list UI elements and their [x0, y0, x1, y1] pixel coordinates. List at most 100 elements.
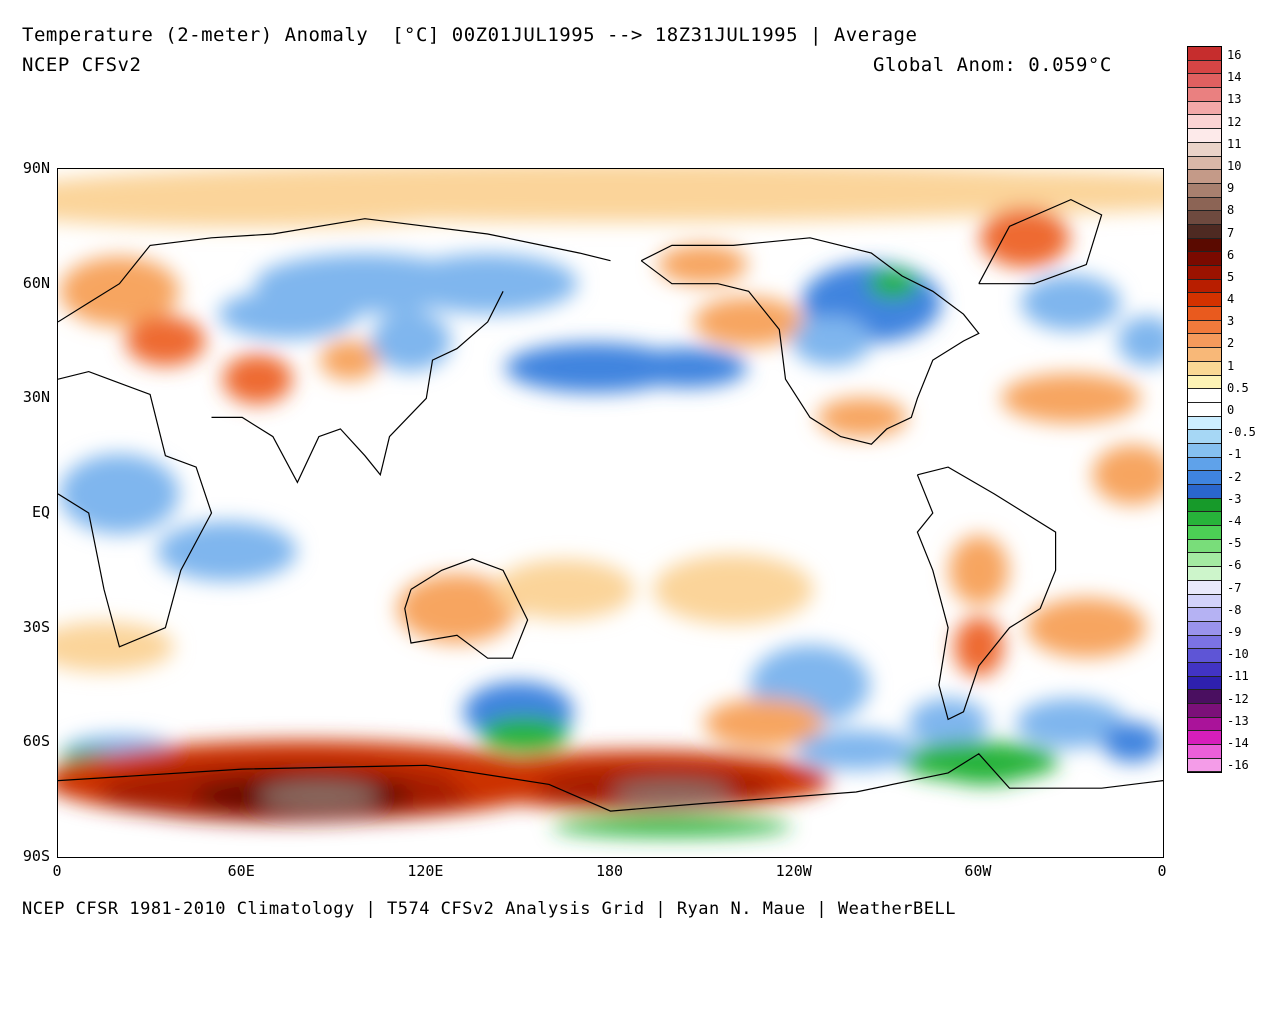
credits-footer: NCEP CFSR 1981-2010 Climatology | T574 C… — [22, 899, 956, 919]
anomaly-region — [494, 559, 635, 620]
lon-tick-label: 180 — [596, 862, 624, 880]
anomaly-region — [796, 729, 917, 770]
color-scale-label: 8 — [1227, 203, 1235, 218]
color-scale-label: 0 — [1227, 403, 1235, 418]
color-bin — [1188, 348, 1221, 362]
lat-tick-label: 90N — [22, 159, 50, 177]
color-bin — [1188, 129, 1221, 143]
anomaly-region — [1026, 597, 1147, 658]
color-bin — [1188, 704, 1221, 718]
color-scale-label: 1 — [1227, 358, 1235, 373]
color-scale-label: 14 — [1227, 70, 1242, 85]
anomaly-region — [551, 816, 792, 837]
color-bin — [1188, 512, 1221, 527]
color-scale-label: 11 — [1227, 136, 1242, 151]
color-bin — [1188, 224, 1221, 239]
anomaly-region — [817, 397, 908, 438]
lat-tick-label: 60N — [22, 273, 50, 292]
coastline — [916, 466, 1057, 721]
anomaly-region — [948, 535, 1009, 606]
color-bin — [1188, 252, 1221, 266]
color-scale-label: 5 — [1227, 269, 1235, 284]
anomaly-region — [222, 354, 293, 405]
color-scale-label: -9 — [1227, 624, 1242, 639]
color-bin — [1188, 197, 1221, 212]
lon-tick-label: 120E — [407, 862, 444, 880]
color-bin — [1188, 594, 1221, 609]
lon-tick-label: 60W — [964, 862, 992, 880]
color-bin — [1188, 60, 1221, 75]
color-bin — [1188, 334, 1221, 349]
color-scale-bar — [1187, 46, 1222, 774]
color-bin — [1188, 47, 1221, 61]
lat-tick-label: 30N — [22, 388, 50, 407]
lat-tick-label: 90S — [22, 847, 50, 865]
color-bin — [1188, 361, 1221, 376]
color-bin — [1188, 731, 1221, 746]
anomaly-region — [653, 554, 814, 625]
color-scale-label: -14 — [1227, 735, 1249, 750]
anomaly-region — [59, 453, 180, 534]
color-bin — [1188, 662, 1221, 677]
anomaly-region — [944, 760, 1025, 785]
color-scale-label: -10 — [1227, 647, 1249, 662]
color-scale-label: -16 — [1227, 758, 1249, 773]
color-bin — [1188, 389, 1221, 403]
anomaly-region — [58, 621, 175, 672]
color-bin — [1188, 567, 1221, 581]
coastline — [211, 291, 504, 484]
color-bin — [1188, 690, 1221, 704]
color-bin — [1188, 170, 1221, 184]
color-bin — [1188, 211, 1221, 225]
color-bin — [1188, 375, 1221, 390]
anomaly-region — [979, 207, 1070, 268]
color-bin — [1188, 580, 1221, 595]
lat-tick-label: 60S — [22, 732, 50, 751]
coastline — [58, 370, 213, 648]
color-scale-label: 9 — [1227, 181, 1235, 196]
color-bin — [1188, 402, 1221, 417]
color-bin — [1188, 115, 1221, 130]
color-scale-label: 6 — [1227, 247, 1235, 262]
color-bin — [1188, 320, 1221, 335]
color-bin — [1188, 621, 1221, 636]
color-scale-label: -1 — [1227, 447, 1242, 462]
color-bin — [1188, 717, 1221, 732]
anomaly-region — [703, 698, 824, 749]
anomaly-region — [657, 244, 748, 285]
coastline — [978, 198, 1103, 285]
anomaly-region — [1020, 274, 1121, 331]
model-name: NCEP CFSv2 — [22, 54, 142, 76]
color-scale-label: 0.5 — [1227, 380, 1249, 395]
color-bin — [1188, 635, 1221, 650]
color-bin — [1188, 553, 1221, 568]
color-bin — [1188, 88, 1221, 102]
color-bin — [1188, 498, 1221, 513]
color-scale-label: -5 — [1227, 536, 1242, 551]
anomaly-region — [505, 342, 686, 393]
coastline — [640, 237, 980, 445]
color-bin — [1188, 238, 1221, 253]
color-bin — [1188, 457, 1221, 472]
color-bin — [1188, 443, 1221, 458]
anomaly-region — [627, 347, 748, 388]
color-scale-label: 2 — [1227, 336, 1235, 351]
anomaly-region — [1015, 698, 1126, 749]
color-scale-label: -6 — [1227, 558, 1242, 573]
coastline — [58, 218, 611, 323]
color-bin — [1188, 485, 1221, 499]
lon-tick-label: 120W — [775, 862, 812, 880]
color-bin — [1188, 279, 1221, 294]
color-bin — [1188, 471, 1221, 485]
color-scale-label: -13 — [1227, 713, 1249, 728]
map-title: Temperature (2-meter) Anomaly [°C] 00Z01… — [22, 24, 918, 46]
anomaly-region — [611, 780, 732, 805]
anomaly-region — [125, 316, 206, 366]
coastline — [58, 753, 1163, 812]
color-bin — [1188, 307, 1221, 321]
color-scale-label: -7 — [1227, 580, 1242, 595]
anomaly-region — [1000, 373, 1141, 424]
lon-tick-label: 60E — [227, 862, 255, 880]
color-scale-label: -11 — [1227, 669, 1249, 684]
color-scale-label: -4 — [1227, 514, 1242, 528]
